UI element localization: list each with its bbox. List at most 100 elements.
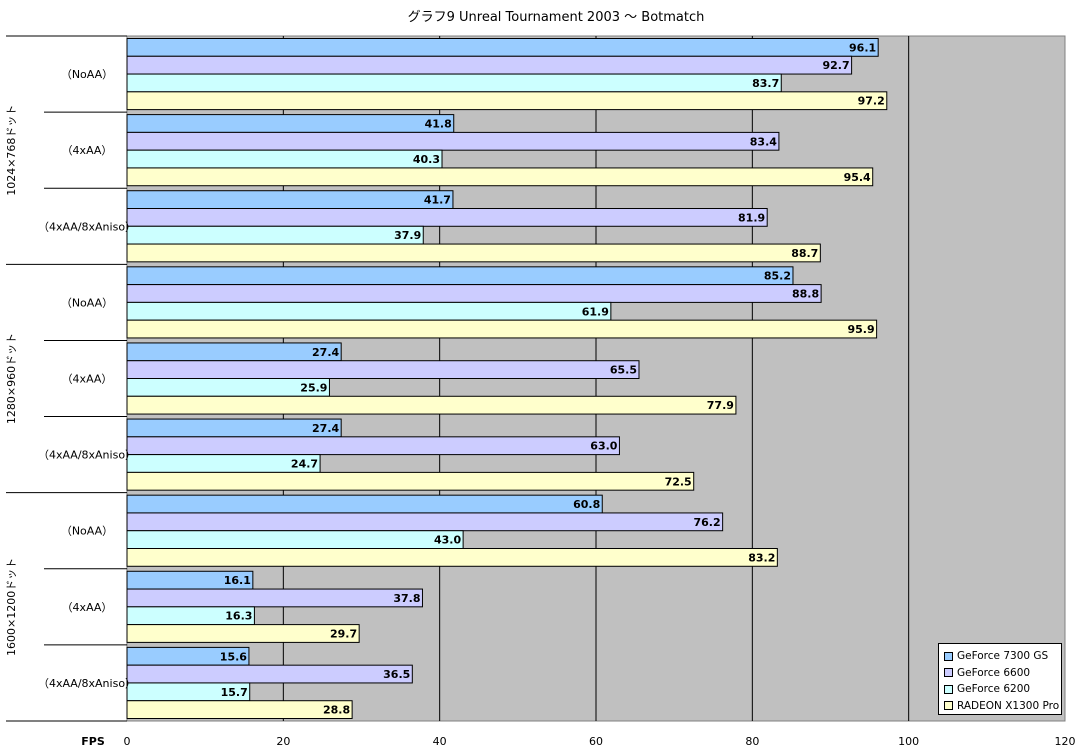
category-label: （4xAA/8xAniso） [38,220,136,233]
legend-label: RADEON X1300 Pro [957,699,1060,712]
category-label: （4xAA/8xAniso） [38,449,136,462]
bar [126,131,780,151]
value-label: 29.7 [330,628,357,641]
bar [126,73,782,93]
legend-swatch [944,701,953,711]
category-label: （NoAA） [61,296,113,309]
bar [126,700,353,720]
category-label: （NoAA） [61,68,113,81]
x-tick-label: 100 [898,735,919,748]
bar [126,360,640,380]
bar [126,114,455,133]
bar [126,38,879,57]
legend-item: GeForce 7300 GS [944,648,1061,665]
bar [126,91,888,111]
value-label: 27.4 [312,422,339,435]
value-label: 88.8 [792,288,819,301]
bar [126,55,853,75]
bar [126,243,821,263]
value-label: 41.7 [424,194,451,207]
group-label: 1280×960ドット [5,333,18,424]
legend-label: GeForce 6200 [957,683,1031,696]
legend-swatch [944,651,953,661]
value-label: 81.9 [738,211,765,224]
bar [126,624,360,643]
value-label: 15.6 [220,650,247,663]
legend: GeForce 7300 GS GeForce 6600 GeForce 6200 R… [938,643,1062,715]
x-tick-label: 120 [1055,735,1076,748]
value-label: 41.8 [425,118,452,131]
legend-swatch [944,684,953,694]
category-label: （4xAA） [62,373,113,386]
value-label: 25.9 [300,381,327,394]
value-label: 92.7 [822,59,849,72]
value-label: 37.9 [394,229,421,242]
bar [126,395,737,415]
bar [126,512,724,532]
category-label: （NoAA） [61,525,113,538]
value-label: 16.1 [224,574,251,587]
value-label: 65.5 [610,364,637,377]
value-label: 15.7 [221,686,248,699]
value-label: 95.9 [847,323,874,336]
value-label: 83.4 [750,135,777,148]
bar [126,225,424,245]
value-label: 63.0 [590,440,617,453]
x-tick-label: 60 [589,735,603,748]
group-label: 1600×1200ドット [5,558,18,656]
bar [126,342,342,362]
x-tick-label: 0 [124,735,131,748]
value-label: 16.3 [225,610,252,623]
value-label: 72.5 [665,475,692,488]
bar [126,588,423,608]
value-label: 40.3 [413,153,440,166]
bar [126,284,822,303]
value-label: 77.9 [707,399,734,412]
bar [126,494,603,514]
category-label: （4xAA/8xAniso） [38,677,136,690]
bar [126,471,695,491]
bar [126,664,413,684]
bar [126,208,768,227]
bar [126,167,874,187]
bar [126,266,794,286]
value-label: 96.1 [849,41,876,54]
value-label: 28.8 [323,704,350,717]
legend-swatch [944,668,953,678]
value-label: 61.9 [582,305,609,318]
legend-item: RADEON X1300 Pro [944,698,1061,715]
value-label: 60.8 [573,498,600,511]
x-tick-label: 80 [745,735,759,748]
bar [126,190,454,210]
bar [126,548,778,567]
bar [126,301,612,321]
bar [126,378,330,397]
x-tick-label: 20 [276,735,290,748]
legend-item: GeForce 6600 [944,665,1061,682]
value-label: 36.5 [383,668,410,681]
legend-item: GeForce 6200 [944,681,1061,698]
x-axis-label: FPS [81,735,105,748]
category-label: （4xAA） [62,144,113,157]
bar [126,418,342,438]
legend-label: GeForce 6600 [957,666,1031,679]
value-label: 76.2 [693,516,720,529]
category-label: （4xAA） [62,601,113,614]
value-label: 27.4 [312,346,339,359]
value-label: 97.2 [858,95,885,108]
value-label: 88.7 [791,247,818,260]
bar [126,436,620,456]
group-label: 1024×768ドット [5,105,18,196]
value-label: 24.7 [291,458,318,471]
x-tick-label: 40 [433,735,447,748]
value-label: 37.8 [393,592,420,605]
chart-title: グラフ9 Unreal Tournament 2003 〜 Botmatch [408,10,705,25]
value-label: 95.4 [844,171,871,184]
plot-area: 0 20 40 60 80 100 120 96.192.7 83.7 97.2 41.8 83.4 4… [5,35,1076,748]
bar [126,149,443,169]
bar [126,530,464,550]
legend-label: GeForce 7300 GS [957,650,1049,663]
value-label: 43.0 [434,534,461,547]
value-label: 83.2 [748,551,775,564]
